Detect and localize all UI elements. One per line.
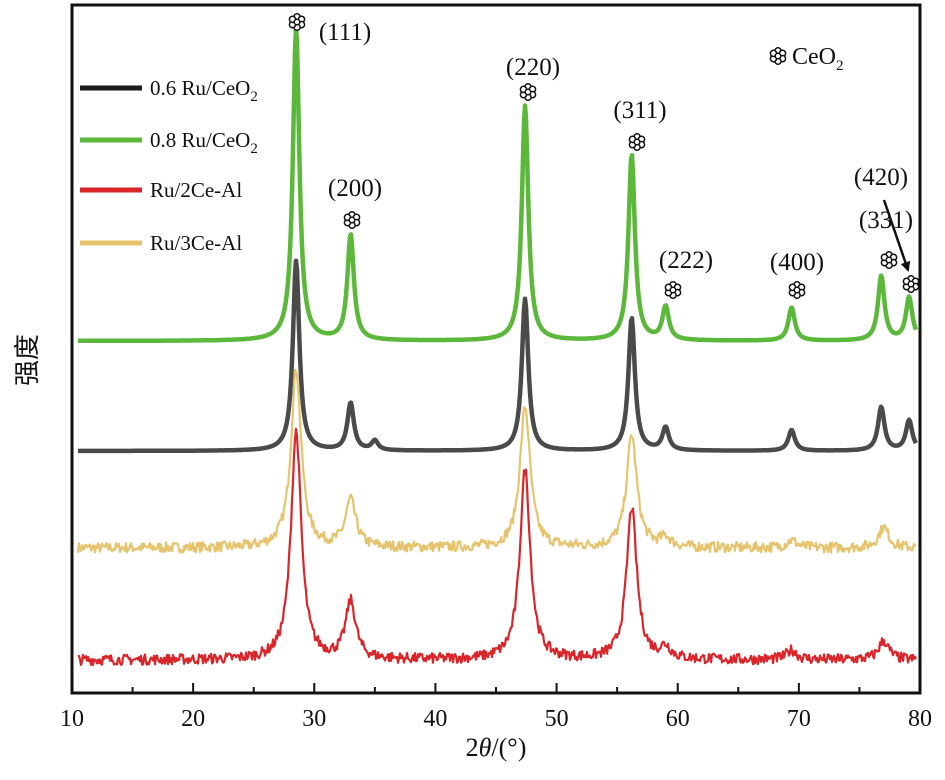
- x-axis-label-prefix: 2: [466, 733, 479, 762]
- x-tick-label: 40: [423, 706, 447, 732]
- flower-icon: [880, 250, 898, 270]
- x-axis: 10 20 30 40 50 60 70 80: [60, 683, 932, 732]
- ceo2-legend-label: CeO2: [792, 44, 844, 74]
- series-line: [77, 427, 917, 666]
- peak-label: (311): [613, 97, 666, 124]
- series-line: [76, 24, 919, 344]
- ceo2-marker-legend: CeO2: [769, 44, 844, 74]
- peak-label: (331): [859, 207, 913, 234]
- peak-label: (400): [770, 249, 824, 276]
- ceo2-legend-subscript: 2: [836, 58, 844, 74]
- x-tick-label: 70: [787, 706, 811, 732]
- legend-label: 0.8 Ru/CeO2: [150, 128, 258, 157]
- x-tick-label: 50: [545, 706, 569, 732]
- ceo2-legend-prefix: CeO: [792, 44, 836, 70]
- peak-label: (111): [319, 19, 371, 46]
- legend-label-main: 0.6 Ru/CeO: [150, 76, 250, 100]
- peak-label: (200): [328, 175, 382, 202]
- legend-label: Ru/2Ce-Al: [150, 178, 242, 202]
- flower-icon: [343, 210, 361, 230]
- y-axis-label: 强度: [13, 334, 42, 386]
- x-tick-label: 20: [181, 706, 205, 732]
- plot-frame: [70, 3, 922, 695]
- legend-label-main: Ru/3Ce-Al: [150, 231, 242, 255]
- series-line: [76, 258, 918, 454]
- flower-icon: [769, 46, 787, 66]
- x-tick-label: 60: [666, 706, 690, 732]
- x-tick-label: 30: [302, 706, 326, 732]
- legend-label: 0.6 Ru/CeO2: [150, 76, 258, 105]
- x-axis-label-unit: /(°): [491, 733, 526, 762]
- legend-label-subscript: 2: [250, 89, 258, 105]
- peak-label: (220): [506, 54, 560, 81]
- x-tick-label: 10: [60, 706, 84, 732]
- flower-icon: [788, 280, 806, 300]
- plot-series: [76, 24, 919, 666]
- peak-label: (420): [854, 164, 908, 191]
- x-axis-label-theta: θ: [479, 733, 492, 762]
- flower-icon: [664, 280, 682, 300]
- flower-icon: [902, 274, 920, 294]
- flower-icon: [519, 82, 537, 102]
- x-axis-label: 2θ/(°): [466, 733, 527, 762]
- legend-label-main: Ru/2Ce-Al: [150, 178, 242, 202]
- peak-label: (222): [659, 247, 713, 274]
- flower-icon: [628, 132, 646, 152]
- legend-label: Ru/3Ce-Al: [150, 231, 242, 255]
- peak-annotations: (111) (200) (220) (311) (222) (400) (331) (420): [288, 12, 920, 300]
- flower-icon: [288, 12, 306, 32]
- series-line: [76, 368, 917, 554]
- legend-label-subscript: 2: [250, 141, 258, 157]
- x-tick-label: 80: [908, 706, 932, 732]
- arrow-icon: [882, 199, 911, 272]
- legend-label-main: 0.8 Ru/CeO: [150, 128, 250, 152]
